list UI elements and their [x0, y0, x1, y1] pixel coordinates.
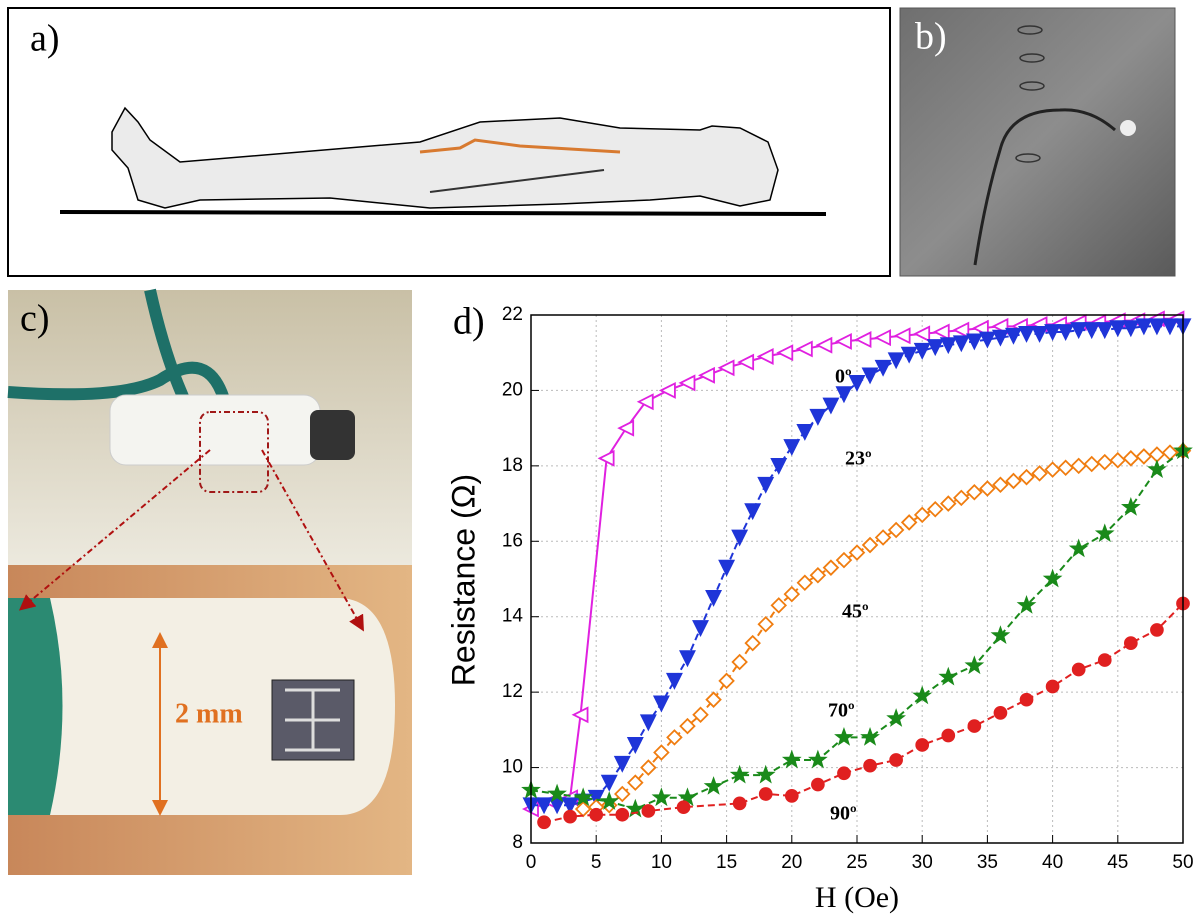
marker [942, 730, 954, 742]
marker [538, 816, 550, 828]
marker [1021, 694, 1033, 706]
x-tick-label: 20 [781, 852, 802, 873]
marker [1047, 681, 1059, 693]
y-tick-label: 18 [502, 455, 523, 476]
series-label: 45º [842, 601, 869, 623]
marker [786, 790, 798, 802]
x-tick-label: 25 [846, 852, 867, 873]
panel-label: d) [453, 301, 485, 343]
panel-c: 2 mm c) [8, 290, 412, 875]
marker [812, 779, 824, 791]
x-tick-label: 10 [651, 852, 672, 873]
scale-label: 2 mm [175, 698, 243, 729]
page: {"panels": {"a": {"label": "a)"}, "b": {… [0, 0, 1202, 922]
marker [864, 760, 876, 772]
x-tick-label: 5 [591, 852, 602, 873]
y-tick-label: 16 [502, 530, 523, 551]
x-tick-label: 35 [977, 852, 998, 873]
panel-label: a) [30, 18, 60, 60]
figure: a) b) 2 mm c) d) H (Oe) Resistance (Ω) 0… [0, 0, 1202, 922]
y-tick-label: 8 [512, 832, 523, 853]
panel-label: c) [20, 298, 50, 340]
y-tick-label: 10 [502, 757, 523, 778]
y-tick-label: 22 [502, 304, 523, 325]
x-tick-label: 15 [716, 852, 737, 873]
series-label: 70º [828, 700, 855, 722]
y-axis-label: Resistance (Ω) [445, 474, 481, 686]
connector-cap [310, 410, 355, 460]
panel-a: a) [8, 8, 890, 276]
x-tick-label: 30 [912, 852, 933, 873]
marker [1151, 624, 1163, 636]
marker [916, 739, 928, 751]
catheter-band [8, 598, 63, 815]
marker [1125, 637, 1137, 649]
panel-b: b) [900, 8, 1175, 276]
marker [1099, 654, 1111, 666]
marker [564, 811, 576, 823]
marker [994, 707, 1006, 719]
marker [890, 754, 902, 766]
table-line [60, 212, 826, 214]
marker [642, 805, 654, 817]
xray-spot [1120, 120, 1136, 136]
y-tick-label: 12 [502, 681, 523, 702]
x-tick-label: 0 [526, 852, 537, 873]
x-tick-label: 40 [1042, 852, 1063, 873]
plot-area [531, 315, 1183, 843]
marker [760, 788, 772, 800]
marker [838, 767, 850, 779]
marker [968, 720, 980, 732]
connector [110, 395, 320, 465]
x-tick-label: 45 [1107, 852, 1128, 873]
panel-label: b) [915, 16, 947, 58]
marker [1073, 664, 1085, 676]
marker [678, 801, 690, 813]
marker [616, 809, 628, 821]
y-tick-label: 20 [502, 379, 523, 400]
marker [734, 797, 746, 809]
series-label: 23º [845, 448, 872, 470]
x-tick-label: 50 [1172, 852, 1193, 873]
x-axis-label: H (Oe) [815, 881, 899, 914]
marker [590, 809, 602, 821]
series-label: 90º [830, 803, 857, 825]
y-tick-label: 14 [502, 606, 524, 627]
